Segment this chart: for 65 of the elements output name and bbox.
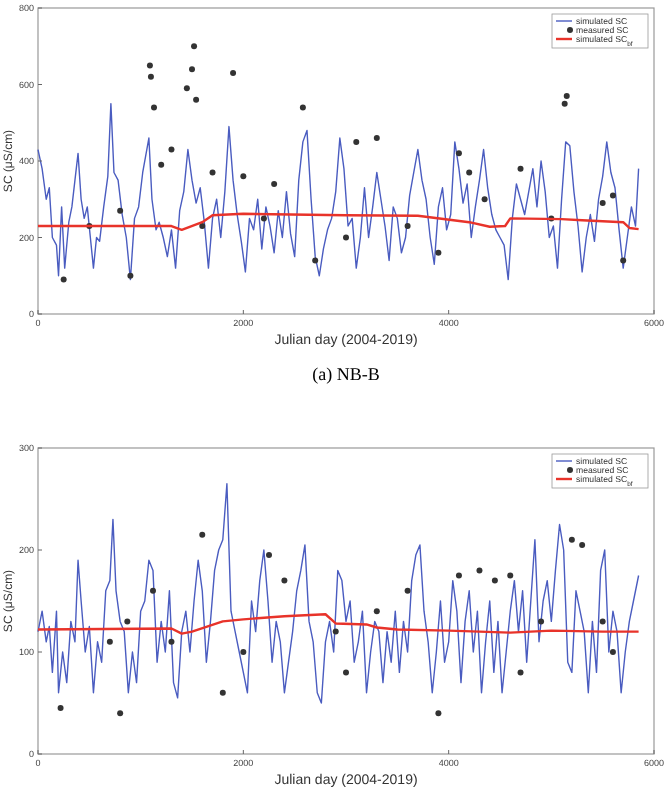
point [343,234,349,241]
line-series [37,102,640,281]
point [191,43,198,50]
point [299,104,306,111]
point [476,567,483,574]
point [579,541,586,548]
point [260,215,267,222]
point [146,62,153,69]
point [466,169,473,176]
point [117,710,124,717]
point [151,104,158,111]
point [563,92,570,99]
point [507,572,514,579]
point [353,138,360,145]
point [373,135,380,142]
point [124,618,131,625]
point [517,165,524,172]
line-series [36,212,640,232]
point [168,146,175,153]
point [199,223,206,230]
point [189,66,195,73]
point [343,669,349,676]
point [435,710,442,717]
point [168,638,175,645]
point [199,531,206,538]
point [404,223,411,230]
point [240,649,247,655]
point [149,587,156,594]
point [57,705,64,712]
point [60,276,67,283]
point [147,73,154,80]
point [312,257,319,264]
point [481,196,488,203]
point [266,552,272,559]
text: (a) NB-B [312,364,380,384]
point [127,272,134,279]
point [209,169,216,176]
point [435,249,442,256]
point [373,608,380,615]
point [183,85,190,92]
point [455,572,462,579]
point [620,257,627,264]
point [271,180,278,187]
point [106,638,113,645]
point [240,173,247,180]
point [538,618,545,625]
point [230,70,237,77]
point [568,536,575,543]
point [158,161,165,168]
point [219,689,226,696]
point [193,96,200,103]
point [517,669,524,676]
point [281,577,288,584]
line-series [37,483,640,704]
point [404,587,411,594]
point [561,100,568,107]
point [599,618,606,625]
line-series [36,613,640,635]
point [332,628,339,635]
point [609,649,616,655]
point [491,577,498,584]
point [599,200,606,207]
point [455,150,462,157]
point [117,207,124,214]
point [609,192,616,199]
